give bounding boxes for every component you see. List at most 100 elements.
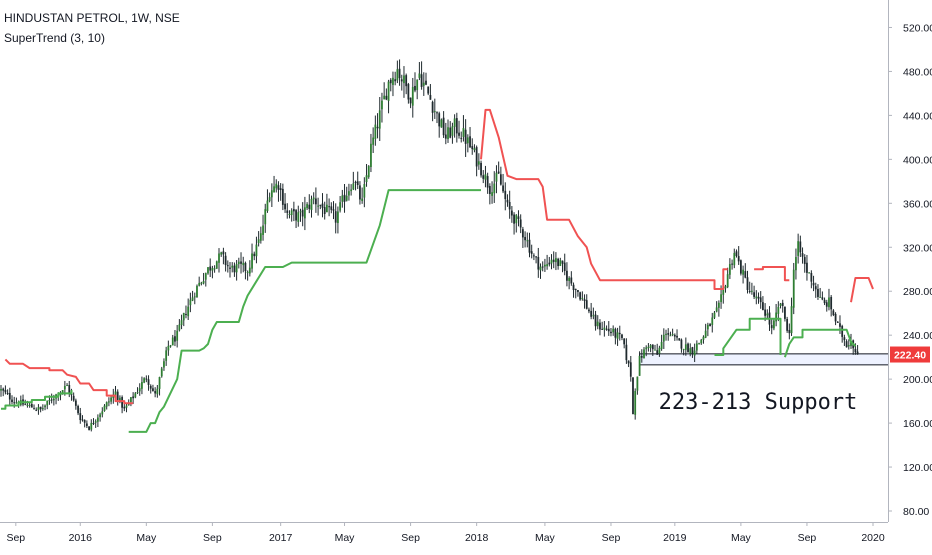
candle xyxy=(645,345,648,357)
candle xyxy=(389,78,392,92)
candle xyxy=(74,398,77,410)
time-tick-label: 2019 xyxy=(663,532,687,544)
candle xyxy=(713,310,716,320)
candle xyxy=(292,201,295,222)
candle xyxy=(634,388,637,420)
candle xyxy=(240,252,242,274)
time-tick-label: 2017 xyxy=(269,532,293,544)
candle xyxy=(209,258,212,277)
candle xyxy=(839,315,841,334)
candle xyxy=(488,183,491,205)
candle xyxy=(704,323,707,339)
supertrend-down-line xyxy=(754,266,790,282)
chart-title: HINDUSTAN PETROL, 1W, NSE xyxy=(4,11,180,25)
candle xyxy=(599,319,601,336)
candle xyxy=(739,259,742,276)
candle xyxy=(678,338,681,341)
candle xyxy=(158,376,161,396)
price-tick-label: 400.00 xyxy=(903,154,932,166)
supertrend-down-line xyxy=(850,277,874,303)
candle xyxy=(138,383,141,396)
candle xyxy=(372,127,375,154)
candle xyxy=(667,328,670,341)
candle xyxy=(623,338,626,349)
price-tick-label: 160.00 xyxy=(903,418,932,430)
candle xyxy=(220,251,223,257)
candle xyxy=(524,231,526,248)
candle xyxy=(770,318,773,335)
candle xyxy=(455,112,458,143)
candle xyxy=(451,122,454,144)
candle xyxy=(354,180,357,191)
candle xyxy=(55,393,57,405)
candle xyxy=(654,344,656,351)
candle xyxy=(530,244,533,259)
candle xyxy=(427,86,430,96)
candle xyxy=(405,73,408,95)
candle xyxy=(700,338,703,345)
candle xyxy=(290,208,293,222)
candle xyxy=(658,345,661,357)
candle xyxy=(442,111,445,138)
candle xyxy=(345,186,348,202)
candle xyxy=(825,299,828,312)
candle xyxy=(314,187,317,213)
candle xyxy=(299,208,302,222)
candle xyxy=(790,297,793,337)
candle xyxy=(149,384,152,394)
candle xyxy=(832,309,835,317)
candle xyxy=(279,183,282,201)
candle xyxy=(2,387,5,397)
candle xyxy=(178,319,181,332)
candle xyxy=(814,282,817,298)
candle xyxy=(266,189,269,213)
time-tick-label: Sep xyxy=(401,532,420,544)
candle xyxy=(810,270,813,289)
candle xyxy=(579,291,582,301)
candle xyxy=(226,260,229,273)
candle xyxy=(563,253,566,276)
candle xyxy=(383,82,386,100)
candle xyxy=(621,333,623,341)
candle xyxy=(491,181,493,204)
candle xyxy=(715,301,718,313)
supertrend-up-line xyxy=(1,390,73,410)
candle xyxy=(125,403,128,413)
candle xyxy=(651,344,654,357)
candle xyxy=(370,133,372,173)
candle xyxy=(753,285,755,300)
candle xyxy=(691,346,694,358)
price-axis[interactable] xyxy=(888,0,932,550)
time-axis[interactable] xyxy=(0,522,932,550)
candle xyxy=(374,115,377,146)
candle xyxy=(836,321,839,323)
candle xyxy=(647,343,650,352)
candle xyxy=(748,281,751,294)
candle xyxy=(229,262,231,278)
candle xyxy=(50,393,53,404)
candle xyxy=(709,322,711,327)
candle xyxy=(746,270,749,294)
candle xyxy=(277,181,280,202)
price-tick-label: 360.00 xyxy=(903,198,932,210)
candle xyxy=(429,84,432,100)
candle xyxy=(687,342,689,353)
candle xyxy=(400,74,403,91)
candle xyxy=(731,259,733,270)
candle xyxy=(182,312,185,327)
candle xyxy=(665,329,667,341)
candle xyxy=(180,314,183,330)
candle xyxy=(559,257,562,267)
candle xyxy=(521,226,524,248)
candle xyxy=(464,119,467,157)
supertrend-up-line xyxy=(714,317,782,356)
candle xyxy=(588,307,590,314)
candle xyxy=(273,175,275,193)
candle xyxy=(152,384,154,392)
candle xyxy=(141,376,143,395)
candle xyxy=(590,302,593,320)
candle xyxy=(737,246,740,265)
candle xyxy=(101,407,104,418)
